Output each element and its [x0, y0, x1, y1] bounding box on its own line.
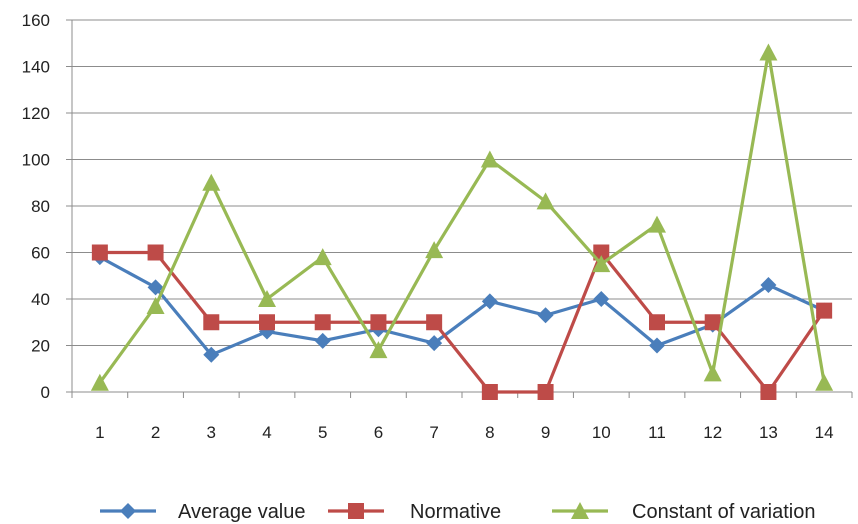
- y-tick-label: 60: [31, 244, 50, 263]
- y-tick-label: 140: [22, 58, 50, 77]
- series-line-average-value: [99, 255, 825, 357]
- data-point-normative: [203, 314, 220, 331]
- data-point-normative: [537, 384, 554, 400]
- data-point-constant-of-variation: [90, 373, 109, 391]
- data-point-constant-of-variation: [202, 173, 221, 191]
- data-point-normative: [593, 244, 610, 261]
- legend-label-average-value: Average value: [178, 501, 306, 523]
- series-group: [90, 43, 834, 400]
- data-point-average-value: [203, 346, 220, 363]
- data-point-normative: [704, 314, 721, 331]
- series-line-normative: [99, 250, 826, 394]
- data-point-constant-of-variation: [703, 364, 722, 382]
- y-tick-label: 80: [31, 197, 50, 216]
- x-tick-label: 11: [648, 423, 666, 442]
- data-point-normative: [760, 384, 777, 400]
- data-point-constant-of-variation: [480, 150, 499, 168]
- y-tick-label: 160: [22, 11, 50, 30]
- x-tick-label: 7: [429, 423, 438, 442]
- x-tick-label: 3: [207, 423, 216, 442]
- legend-label-constant-of-variation: Constant of variation: [632, 501, 815, 523]
- legend-label-normative: Normative: [410, 501, 501, 523]
- data-point-normative: [147, 244, 164, 261]
- axes: [66, 19, 853, 398]
- x-tick-label: 9: [541, 423, 550, 442]
- data-point-average-value: [760, 277, 777, 294]
- x-tick-label: 5: [318, 423, 327, 442]
- series-normative: [91, 244, 833, 400]
- legend-marker-constant-of-variation: [571, 502, 589, 519]
- data-point-normative: [481, 384, 498, 400]
- data-point-average-value: [537, 307, 554, 324]
- legend: Average value Normative Constant of variat…: [100, 501, 815, 523]
- x-tick-label: 8: [485, 423, 494, 442]
- data-point-normative: [426, 314, 443, 331]
- data-point-average-value: [426, 335, 443, 352]
- legend-marker-average-value: [120, 503, 136, 519]
- x-tick-label: 6: [374, 423, 383, 442]
- x-tick-label: 14: [815, 423, 834, 442]
- data-point-constant-of-variation: [313, 248, 332, 266]
- x-tick-label: 2: [151, 423, 160, 442]
- series-constant-of-variation: [90, 43, 834, 391]
- y-tick-label: 40: [31, 290, 50, 309]
- data-point-constant-of-variation: [258, 290, 276, 307]
- data-point-constant-of-variation: [648, 215, 666, 233]
- data-point-normative: [314, 314, 331, 331]
- data-point-average-value: [314, 332, 331, 349]
- x-tick-label: 12: [703, 423, 722, 442]
- data-point-constant-of-variation: [536, 192, 555, 210]
- x-tick-label: 13: [759, 423, 778, 442]
- y-tick-label: 120: [22, 104, 50, 123]
- data-point-constant-of-variation: [759, 43, 778, 61]
- y-tick-label: 100: [22, 151, 50, 170]
- data-point-constant-of-variation: [146, 296, 165, 314]
- series-line-constant-of-variation: [98, 50, 826, 384]
- data-point-normative: [91, 244, 108, 261]
- x-axis-tick-labels: 1 2 3 4 5 6 7 8 9 10 11 12 13 14: [95, 423, 833, 442]
- x-tick-label: 1: [95, 423, 104, 442]
- data-point-normative: [259, 314, 275, 331]
- y-tick-label: 0: [41, 383, 50, 402]
- data-point-average-value: [481, 293, 498, 310]
- data-point-average-value: [593, 291, 610, 307]
- x-tick-label: 10: [592, 423, 611, 442]
- data-point-constant-of-variation: [425, 241, 444, 259]
- data-point-normative: [649, 314, 665, 331]
- y-tick-label: 20: [31, 337, 50, 356]
- x-tick-label: 4: [262, 423, 271, 442]
- data-point-average-value: [649, 337, 665, 354]
- y-axis-tick-labels: 0 20 40 60 80 100 120 140 160: [22, 11, 50, 402]
- legend-marker-normative: [348, 503, 364, 519]
- data-point-normative: [370, 314, 387, 331]
- data-point-normative: [816, 302, 833, 319]
- data-point-average-value: [147, 279, 164, 296]
- data-point-constant-of-variation: [592, 255, 611, 273]
- data-point-constant-of-variation: [369, 341, 388, 359]
- data-point-constant-of-variation: [815, 373, 834, 391]
